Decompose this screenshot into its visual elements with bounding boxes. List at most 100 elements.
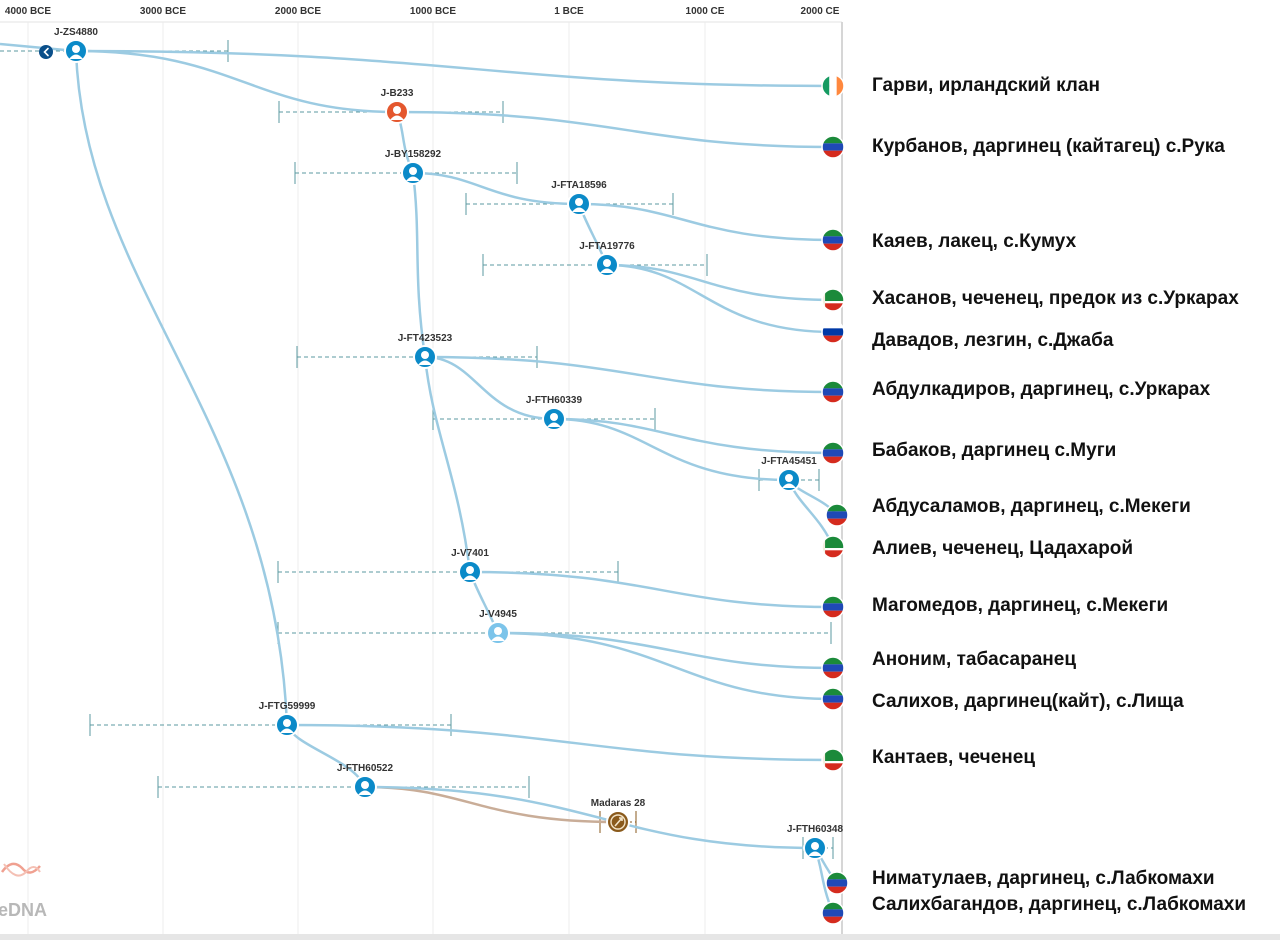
timeline-tick-label: 2000 CE <box>801 6 840 17</box>
haplogroup-node[interactable]: J-FTG59999 <box>259 701 316 737</box>
tree-branch <box>364 785 816 850</box>
dagestan-flag <box>821 595 845 619</box>
tree-branches <box>0 42 838 914</box>
timeline-axis: 4000 BCE 3000 BCE 2000 BCE 1000 BCE 1 BCE 100… <box>5 6 840 17</box>
person-head <box>361 781 369 789</box>
tree-branch <box>412 171 580 206</box>
person-body <box>358 790 372 795</box>
chevron-left-icon[interactable] <box>39 45 53 59</box>
dagestan-flag <box>821 687 845 711</box>
person-body <box>782 483 796 488</box>
timeline-tick-label: 3000 BCE <box>140 6 186 17</box>
dagestan-flag <box>821 441 845 465</box>
person-head <box>550 413 558 421</box>
haplogroup-node[interactable]: J-FTH60339 <box>526 395 583 431</box>
person-body <box>390 115 404 120</box>
tree-branch <box>578 202 834 242</box>
tree-branch <box>74 50 289 726</box>
haplogroup-node[interactable]: J-FTH60348 <box>787 824 844 860</box>
person-body <box>280 728 294 733</box>
tree-branch <box>286 723 834 762</box>
haplogroup-node[interactable]: Madaras 28 <box>591 798 646 834</box>
haplogroup-node[interactable]: J-FTA19776 <box>579 241 635 277</box>
node-label: J-ZS4880 <box>54 27 98 38</box>
logo-text: eDNA <box>0 900 47 920</box>
tree-branch <box>396 110 834 149</box>
sample-name[interactable]: Салихбагандов, даргинец, с.Лабкомахи <box>872 894 1247 915</box>
haplogroup-node[interactable]: J-V7401 <box>451 548 489 584</box>
timeline-tick-label: 1 BCE <box>554 6 584 17</box>
person-body <box>808 851 822 856</box>
node-label: J-BY158292 <box>385 149 442 160</box>
tree-branch <box>553 417 834 455</box>
tree-branch <box>553 417 790 482</box>
sample-name[interactable]: Курбанов, даргинец (кайтагец) с.Рука <box>872 136 1225 157</box>
node-label: J-V7401 <box>451 548 489 559</box>
tree-branch <box>75 49 398 114</box>
node-label: Madaras 28 <box>591 798 646 809</box>
sample-name[interactable]: Гарви, ирландский клан <box>872 75 1100 96</box>
person-body <box>572 207 586 212</box>
dna-helix-icon <box>0 862 41 874</box>
fulldna-logo: eDNA <box>0 862 47 920</box>
sample-name[interactable]: Кантаев, чеченец <box>872 747 1035 768</box>
tree-branch <box>424 355 834 394</box>
chechnya-flag <box>821 535 845 559</box>
tree-branch <box>606 263 834 302</box>
sample-name[interactable]: Хасанов, чеченец, предок из с.Уркарах <box>872 288 1239 309</box>
tree-branch-root <box>0 42 77 53</box>
person-head <box>72 45 80 53</box>
sample-name[interactable]: Каяев, лакец, с.Кумух <box>872 231 1077 252</box>
person-head <box>283 719 291 727</box>
tree-nodes: J-ZS4880 J-B233 J-BY158292 J-FTA18596 J-FTA1… <box>54 27 844 860</box>
node-label: J-B233 <box>381 88 414 99</box>
person-body <box>600 268 614 273</box>
person-head <box>785 474 793 482</box>
ancient-sample-ring <box>610 814 626 830</box>
haplogroup-node[interactable]: J-ZS4880 <box>54 27 98 63</box>
chechnya-flag <box>821 748 845 772</box>
sample-names-panel: Гарви, ирландский клан Курбанов, даргинец… <box>860 0 1280 934</box>
sample-name[interactable]: Бабаков, даргинец с.Муги <box>872 440 1117 461</box>
timeline-grid <box>0 0 860 934</box>
tree-branch <box>364 785 619 824</box>
sample-name[interactable]: Ниматулаев, даргинец, с.Лабкомахи <box>872 868 1215 889</box>
horizontal-scrollbar[interactable] <box>0 934 1280 940</box>
timeline-tick-label: 1000 CE <box>686 6 725 17</box>
axis-background <box>0 0 860 22</box>
haplogroup-node[interactable]: J-BY158292 <box>385 149 442 185</box>
sample-name[interactable]: Салихов, даргинец(кайт), с.Лища <box>872 691 1184 712</box>
sample-name[interactable]: Абдулкадиров, даргинец, с.Уркарах <box>872 379 1211 400</box>
person-head <box>421 351 429 359</box>
haplogroup-node[interactable]: J-V4945 <box>479 609 517 645</box>
haplogroup-node[interactable]: J-B233 <box>381 88 414 124</box>
timeline-tick-label: 1000 BCE <box>410 6 456 17</box>
haplogroup-node[interactable]: J-FT423523 <box>398 333 453 369</box>
sample-name[interactable]: Алиев, чеченец, Цадахарой <box>872 538 1134 559</box>
person-body <box>69 54 83 59</box>
sample-name[interactable]: Аноним, табасаранец <box>872 649 1077 670</box>
dna-helix-strand <box>3 863 41 877</box>
collapse-button[interactable] <box>39 45 53 59</box>
tree-branch <box>423 356 472 573</box>
tree-branch <box>606 263 834 334</box>
haplogroup-node[interactable]: J-FTA45451 <box>761 456 817 492</box>
node-label: J-V4945 <box>479 609 517 620</box>
person-body <box>463 575 477 580</box>
ireland-flag <box>821 74 845 98</box>
haplogroup-node[interactable]: J-FTA18596 <box>551 180 607 216</box>
person-head <box>811 842 819 850</box>
sample-name[interactable]: Магомедов, даргинец, с.Мекеги <box>872 595 1169 616</box>
person-head <box>494 627 502 635</box>
haplogroup-node[interactable]: J-FTH60522 <box>337 763 394 799</box>
tree-branch <box>497 631 834 670</box>
person-head <box>575 198 583 206</box>
russia-flag <box>821 320 845 344</box>
node-label: J-FTH60522 <box>337 763 394 774</box>
person-head <box>603 259 611 267</box>
sample-name[interactable]: Давадов, лезгин, с.Джаба <box>872 330 1114 351</box>
tree-branch <box>497 631 834 701</box>
node-label: J-FTA45451 <box>761 456 817 467</box>
sample-name[interactable]: Абдусаламов, даргинец, с.Мекеги <box>872 496 1191 517</box>
dagestan-flag <box>821 656 845 680</box>
